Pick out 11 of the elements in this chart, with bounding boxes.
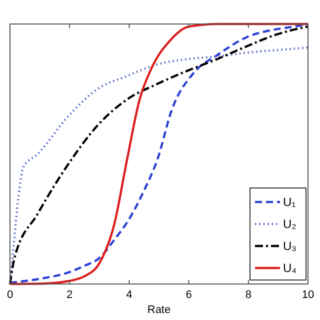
legend-label: U₄ (283, 261, 297, 275)
x-tick-label: 8 (245, 289, 252, 301)
legend-label: U₂ (283, 217, 297, 231)
x-tick-label: 4 (126, 289, 132, 301)
x-tick-label: 2 (66, 289, 73, 301)
legend-label: U₃ (283, 239, 297, 253)
x-axis-title: Rate (147, 304, 171, 316)
x-tick-label: 0 (6, 289, 14, 301)
x-tick-label: 10 (302, 289, 314, 301)
x-tick-label: 6 (186, 289, 192, 301)
legend-label: U₁ (283, 195, 296, 209)
